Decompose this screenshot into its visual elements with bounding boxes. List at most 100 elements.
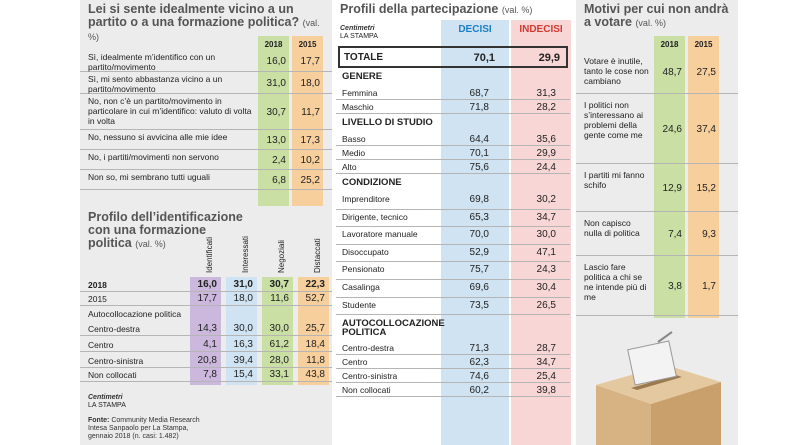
col-2015-bg-p3 [688,36,719,318]
p1b-row-value: 33,1 [269,369,289,380]
p2-row-indecisi: 29,9 [536,148,556,159]
p3-row-2018: 3,8 [668,281,682,292]
p1-row-label: Sì, mi sento abbastanza vicino a un part… [88,74,223,94]
p2-row-label: Centro-sinistra [342,371,398,382]
p1-row-label: Non so, mi sembrano tutti uguali [88,172,210,182]
p3-row-2015: 9,3 [702,229,716,240]
p2-row-indecisi: 30,2 [536,194,556,205]
p2-row-label: Disoccupato [342,246,389,257]
ballot-box-illustration [596,331,721,445]
decisi-header: DECISI [458,24,492,35]
p1-row-2018: 16,0 [266,56,286,67]
p2-row-label: Femmina [342,88,378,98]
p1-row: Non so, mi sembrano tutti uguali 6,8 25,2 [80,170,332,190]
p1b-row-2018-value: 22,3 [305,279,325,290]
p2-row: Dirigente, tecnico 65,3 34,7 [336,210,570,228]
p2-row-decisi: 69,6 [469,282,489,293]
p3-row: Votare è inutile, tanto le cose non camb… [576,52,738,94]
p1-row-2015: 11,7 [301,107,320,118]
p1b-row-value: 11,8 [306,355,325,366]
p1b-row-value: 4,1 [203,339,217,350]
p1b-row-value: 39,4 [233,355,253,366]
total-indecisi: 29,9 [538,52,560,64]
p2-row: Studente 73,5 26,5 [336,298,570,316]
p1b-row-2018-value: 16,0 [197,279,217,290]
p3-row: Non capisco nulla di politica 7,4 9,3 [576,214,738,256]
p2-row-indecisi: 34,7 [536,211,556,223]
p1-row-label: No, non c’è un partito/movimento in part… [88,96,252,126]
indecisi-header: INDECISI [519,24,563,35]
p2-row-indecisi: 47,1 [536,246,556,258]
p3-row-2018: 12,9 [662,183,682,194]
p3-row-2015: 27,5 [696,67,716,78]
p2-row-decisi: 64,4 [469,134,489,145]
p1b-row: Non collocati 7,8 15,4 33,1 43,8 [80,368,332,382]
p2-row-decisi: 73,5 [469,299,489,311]
p1-row-label: No, i partiti/movimenti non servono [88,152,219,162]
p2-row: Centro 62,3 34,7 [336,355,570,370]
panel-participation: Profili della partecipazione (val. %) Ce… [336,0,571,445]
p2-row-decisi: 75,7 [469,264,489,276]
p1b-row-label: Centro [88,340,114,350]
p3-row-2015: 15,2 [696,183,716,194]
p1b-row-2015-value: 18,0 [233,293,253,304]
p3-row-label: Non capisco nulla di politica [584,218,640,238]
total-decisi: 70,1 [473,52,495,64]
col-interessati-label: Interessati [241,236,250,273]
p3-row-label: Votare è inutile, tanto le cose non camb… [584,56,649,86]
p2-row-decisi: 70,1 [469,148,489,159]
p2-row-indecisi: 39,8 [536,385,556,397]
p1b-row: Centro 4,1 16,3 61,2 18,4 [80,338,332,352]
panel2-title: Profili della partecipazione (val. %) [340,2,533,16]
p2-row: Disoccupato 52,9 47,1 [336,245,570,263]
p2-row: Maschio 71,8 28,2 [336,100,570,114]
p2-row: Lavoratore manuale 70,0 30,0 [336,227,570,245]
p2-row: Basso 64,4 35,6 [336,132,570,146]
year-2015-header: 2015 [298,40,317,49]
p1b-row-2015-value: 52,7 [305,293,325,304]
total-label: TOTALE [344,52,384,63]
col-2018-bg [258,36,289,206]
col-decisi-bg [441,20,509,445]
panel1-title: Lei si sente idealmente vicino a un part… [88,2,320,43]
p2-row-decisi: 65,3 [469,211,489,223]
p2-row-decisi: 60,2 [469,385,489,397]
p1-row-2018: 2,4 [272,155,286,166]
p1b-row-2015-label: 2015 [88,294,107,304]
p3-row: I politici non s’interessano ai problemi… [576,96,738,164]
p1-row-2018: 30,7 [266,107,286,118]
p1-row-label: Sì, idealmente m’identifico con un parti… [88,52,216,72]
p2-row: Non collocati 60,2 39,8 [336,383,570,398]
p1b-section-label: Autocollocazione politica [88,309,182,319]
p1b-row-value: 28,0 [269,355,289,366]
p2-row-label: Lavoratore manuale [342,229,418,240]
p1b-row-2018-value: 30,7 [269,279,289,290]
p1-row-label: No, nessuno si avvicina alle mie idee [88,132,228,142]
p1-row: Sì, idealmente m’identifico con un parti… [80,50,332,72]
centimetri-logo: Centimetri LA STAMPA [88,394,126,409]
total-row: TOTALE 70,1 29,9 [338,46,568,68]
p2-row-decisi: 68,7 [469,88,489,99]
p2-row: Pensionato 75,7 24,3 [336,262,570,280]
p3-row-label: Lascio fare politica a chi se ne intende… [584,262,647,302]
p2-row-indecisi: 25,4 [536,371,556,383]
p1b-row-label: Centro-destra [88,324,140,334]
p2-row: Femmina 68,7 31,3 [336,86,570,100]
p2-row-indecisi: 34,7 [536,357,556,369]
p1b-row-value: 18,4 [305,339,325,350]
p1-row-2018: 13,0 [266,135,286,146]
p3-row-2015: 1,7 [702,281,716,292]
p1-row: No, non c’è un partito/movimento in part… [80,94,332,130]
p2-row: Alto 75,6 24,4 [336,160,570,174]
p2-row-indecisi: 26,5 [536,299,556,311]
p2-row: Imprenditore 69,8 30,2 [336,192,570,210]
panel-reasons: Motivi per cui non andrà a votare (val. … [576,0,738,445]
centimetri-logo-2: Centimetri LA STAMPA [340,25,378,40]
panel1b-title: Profilo dell’identificazione con una for… [88,210,243,250]
p2-row-label: Casalinga [342,282,380,292]
p2-row-label: Studente [342,299,377,310]
p1-row-2015: 10,2 [300,155,320,166]
p3-row-label: I partiti mi fanno schifo [584,170,645,190]
p1b-row-value: 25,7 [305,323,325,334]
p2-row-decisi: 71,3 [469,343,489,355]
